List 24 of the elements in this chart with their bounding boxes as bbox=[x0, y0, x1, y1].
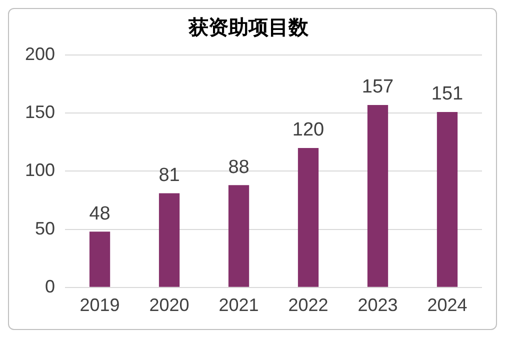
y-tick-label: 150 bbox=[24, 102, 56, 122]
bar bbox=[436, 112, 458, 287]
data-label: 157 bbox=[362, 76, 394, 98]
bar bbox=[89, 232, 110, 287]
data-label: 151 bbox=[431, 84, 464, 105]
x-tick-label: 2020 bbox=[149, 295, 190, 316]
y-tick-label: 100 bbox=[24, 160, 56, 180]
data-label: 48 bbox=[89, 203, 110, 224]
x-tick-label: 2019 bbox=[80, 295, 120, 316]
x-tick-label: 2022 bbox=[288, 295, 328, 316]
data-label: 81 bbox=[158, 165, 180, 186]
bar bbox=[298, 148, 319, 287]
data-label: 88 bbox=[228, 156, 250, 178]
y-tick-label: 200 bbox=[24, 44, 56, 64]
chart-title: 获资助项目数 bbox=[188, 17, 310, 40]
bar bbox=[158, 193, 180, 287]
x-tick-label: 2024 bbox=[427, 295, 468, 316]
data-label: 120 bbox=[292, 120, 324, 141]
x-tick-label: 2023 bbox=[358, 295, 398, 316]
bar bbox=[367, 104, 388, 287]
bar bbox=[228, 185, 250, 287]
y-tick-label: 50 bbox=[35, 218, 56, 238]
y-tick-label: 0 bbox=[45, 276, 56, 296]
x-tick-label: 2021 bbox=[218, 295, 259, 316]
